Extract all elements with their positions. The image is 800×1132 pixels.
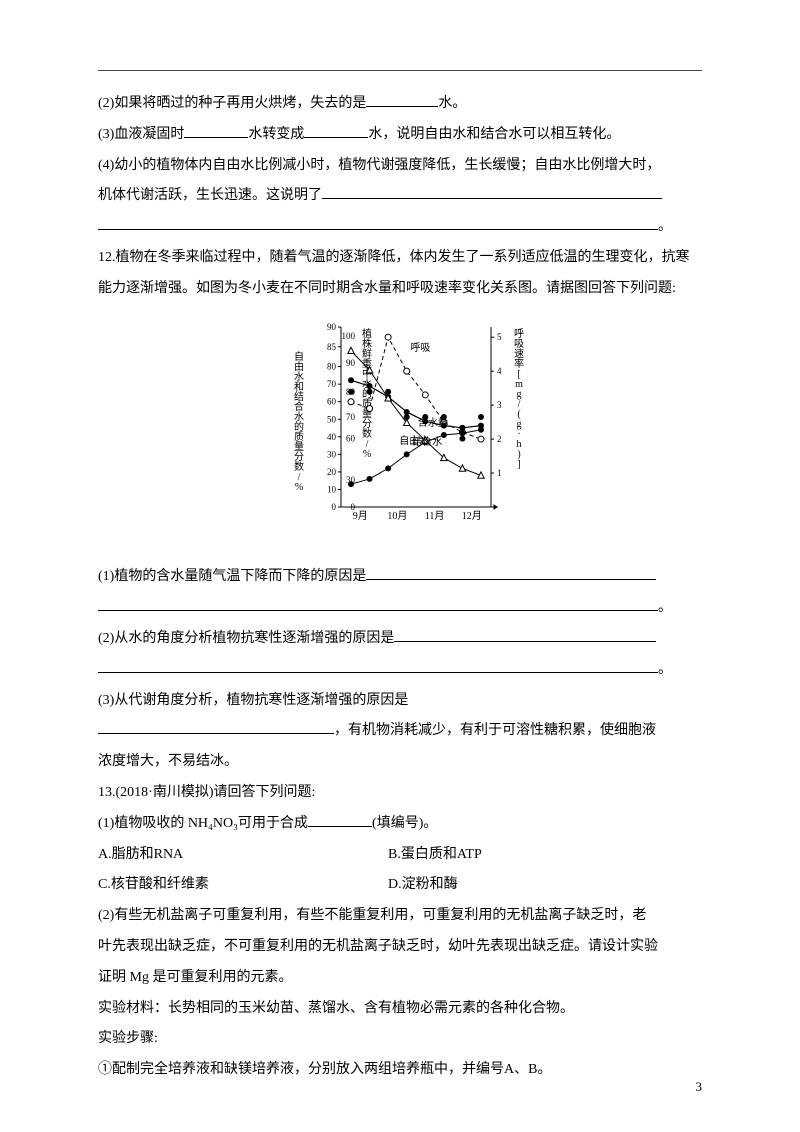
q12-sub1-blank2 — [98, 594, 658, 611]
svg-text:5: 5 — [497, 332, 502, 342]
q13-steps-label: 实验步骤: — [98, 1024, 702, 1055]
svg-text:%: % — [363, 449, 371, 460]
q13-sub1-b: (填编号)。 — [372, 816, 437, 831]
q4-line1: (4)幼小的植物体内自由水比例减小时，植物代谢强度降低，生长缓慢；自由水比例增大… — [98, 151, 702, 182]
svg-text:%: % — [295, 482, 303, 493]
q12-sub2-blank — [394, 625, 656, 642]
svg-text:11月: 11月 — [425, 510, 445, 522]
chart-svg: 0102030405060708085900306070809010012345… — [245, 315, 555, 540]
opt-d: D.淀粉和酶 — [388, 870, 458, 901]
svg-text:20: 20 — [327, 466, 337, 476]
svg-text:0: 0 — [332, 502, 337, 512]
q12-sub2-text: (2)从水的角度分析植物抗寒性逐渐增强的原因是 — [98, 631, 394, 646]
q12-sub3-c: 浓度增大，不易结冰。 — [98, 747, 702, 778]
q12-sub2: (2)从水的角度分析植物抗寒性逐渐增强的原因是 — [98, 624, 702, 655]
q3-text-c: 水，说明自由水和结合水可以相互转化。 — [368, 127, 620, 142]
q4-text-b: 机体代谢活跃，生长迅速。这说明了 — [98, 188, 322, 203]
q13-step1: ①配制完全培养液和缺镁培养液，分别放入两组培养瓶中，并编号A、B。 — [98, 1055, 702, 1086]
q2-line: (2)如果将晒过的种子再用火烘烤，失去的是 水。 — [98, 89, 702, 120]
header-rule — [98, 70, 702, 71]
q12-intro: 12.植物在冬季来临过程中，随着气温的逐渐降低，体内发生了一系列适应低温的生理变… — [98, 243, 702, 305]
opt-c: C.核苷酸和纤维素 — [98, 870, 388, 901]
svg-text:10月: 10月 — [387, 510, 407, 522]
page-number: 3 — [696, 1073, 703, 1102]
opt-a: A.脂肪和RNA — [98, 840, 388, 871]
svg-text:60: 60 — [327, 396, 337, 406]
opt-b: B.蛋白质和ATP — [388, 840, 482, 871]
svg-text:40: 40 — [327, 431, 337, 441]
q4-blank2 — [98, 213, 658, 230]
q4-line2: 机体代谢活跃，生长迅速。这说明了 — [98, 181, 702, 212]
q3-text-a: (3)血液凝固时 — [98, 127, 184, 142]
svg-text:80: 80 — [327, 361, 337, 371]
q12-sub1-blank — [366, 564, 656, 581]
q2-text-a: (2)如果将晒过的种子再用火烘烤，失去的是 — [98, 96, 366, 111]
q3-blank1 — [184, 121, 248, 138]
q13-intro: 13.(2018·南川模拟)请回答下列问题: — [98, 778, 702, 809]
svg-text:呼吸: 呼吸 — [410, 341, 430, 353]
svg-text:50: 50 — [327, 414, 337, 424]
q12-sub3-a: (3)从代谢角度分析，植物抗寒性逐渐增强的原因是 — [98, 686, 702, 717]
svg-text:3: 3 — [497, 400, 502, 410]
q12-sub3-b: ，有机物消耗减少，有利于可溶性糖积累，使细胞液 — [334, 723, 656, 738]
svg-text:2: 2 — [497, 434, 502, 444]
q3-blank2 — [304, 121, 368, 138]
opts-row2: C.核苷酸和纤维素 D.淀粉和酶 — [98, 870, 702, 901]
q13-sub2-1: (2)有些无机盐离子可重复利用，有些不能重复利用，可重复利用的无机盐离子缺乏时，… — [98, 901, 702, 932]
q12-sub1-line2: 。 — [98, 593, 702, 624]
q4-blank — [322, 183, 662, 200]
svg-text:10: 10 — [327, 484, 337, 494]
q12-sub2-period: 。 — [658, 662, 672, 677]
svg-text:9月: 9月 — [353, 510, 368, 522]
svg-text:12月: 12月 — [462, 510, 482, 522]
q12-sub3-blank — [98, 718, 334, 735]
q12-sub1-text: (1)植物的含水量随气温下降而下降的原因是 — [98, 569, 366, 584]
svg-text:100: 100 — [342, 331, 356, 341]
q12-sub2-blank2 — [98, 656, 658, 673]
q13-sub1-blank — [308, 810, 372, 827]
svg-text:90: 90 — [346, 358, 356, 368]
chart-wrapper: 0102030405060708085900306070809010012345… — [98, 315, 702, 553]
q4-period: 。 — [658, 219, 672, 234]
q2-text-b: 水。 — [438, 96, 466, 111]
svg-text:70: 70 — [327, 379, 337, 389]
q3-text-b: 水转变成 — [248, 127, 304, 142]
q3-line: (3)血液凝固时 水转变成 水，说明自由水和结合水可以相互转化。 — [98, 120, 702, 151]
svg-text:85: 85 — [327, 341, 337, 351]
opts-row1: A.脂肪和RNA B.蛋白质和ATP — [98, 840, 702, 871]
svg-text:60: 60 — [346, 433, 356, 443]
svg-text:自由水: 自由水 — [399, 433, 429, 446]
q12-sub1-period: 。 — [658, 600, 672, 615]
q12-sub3-line2: ，有机物消耗减少，有利于可溶性糖积累，使细胞液 — [98, 716, 702, 747]
q13-sub2-2: 叶先表现出缺乏症，不可重复利用的无机盐离子缺乏时，幼叶先表现出缺乏症。请设计实验 — [98, 932, 702, 963]
q4-line3: 。 — [98, 212, 702, 243]
q12-sub1: (1)植物的含水量随气温下降而下降的原因是 — [98, 562, 702, 593]
q13-sub1-a: (1)植物吸收的 NH₄NO₃可用于合成 — [98, 816, 308, 831]
svg-text:30: 30 — [327, 449, 337, 459]
q2-blank — [366, 90, 438, 107]
q13-sub2-3: 证明 Mg 是可重复利用的元素。 — [98, 963, 702, 994]
svg-text:含水量: 含水量 — [418, 416, 448, 429]
q13-materials: 实验材料：长势相同的玉米幼苗、蒸馏水、含有植物必需元素的各种化合物。 — [98, 994, 702, 1025]
svg-text:1: 1 — [497, 468, 502, 478]
svg-text:]: ] — [517, 459, 520, 470]
svg-text:90: 90 — [327, 322, 337, 332]
svg-text:4: 4 — [497, 366, 502, 376]
q13-sub1: (1)植物吸收的 NH₄NO₃可用于合成 (填编号)。 — [98, 809, 702, 840]
q12-sub2-line2: 。 — [98, 655, 702, 686]
svg-text:70: 70 — [346, 412, 356, 422]
